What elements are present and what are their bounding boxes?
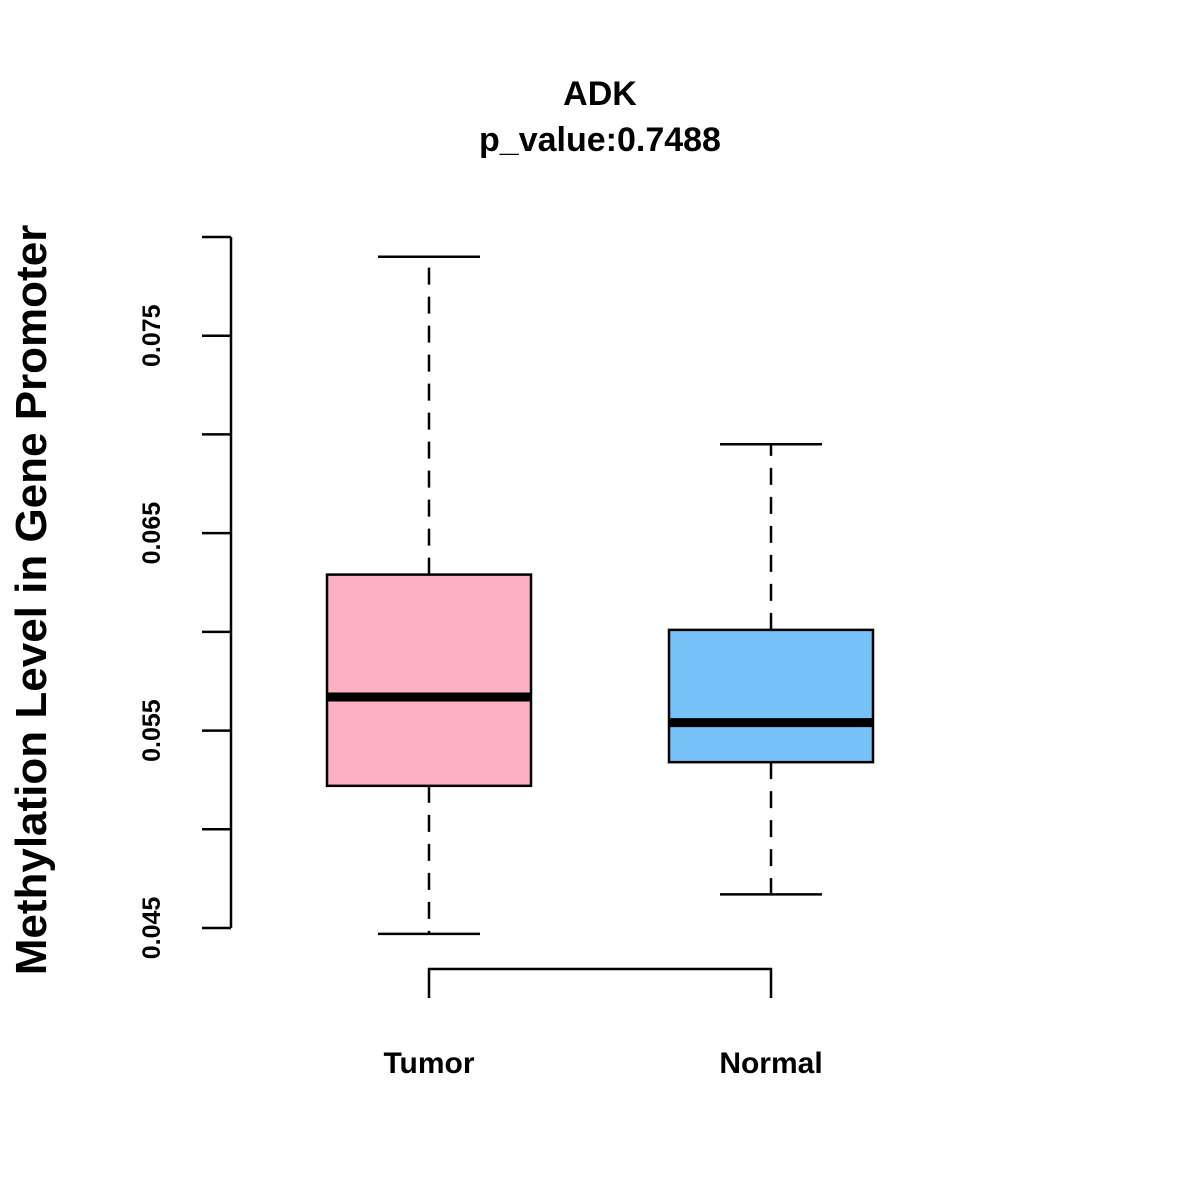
x-tick-label-tumor: Tumor — [383, 1047, 474, 1080]
box-tumor — [325, 255, 533, 936]
box-normal — [667, 443, 875, 896]
bracket-line — [427, 967, 773, 998]
y-tick-label: 0.055 — [138, 699, 166, 762]
x-axis-labels: Tumor Normal — [383, 1047, 822, 1080]
chart-title: ADK — [563, 75, 637, 113]
iqr-box — [667, 628, 875, 764]
y-tick-label: 0.075 — [138, 304, 166, 367]
y-tick-label: 0.065 — [138, 502, 166, 565]
boxes-layer — [325, 255, 875, 936]
iqr-box — [325, 573, 533, 788]
comparison-bracket — [427, 967, 773, 998]
chart-subtitle: p_value:0.7488 — [479, 121, 721, 159]
y-axis-label: Methylation Level in Gene Promoter — [7, 225, 56, 976]
y-axis: 0.045 0.055 0.065 0.075 — [138, 235, 233, 960]
x-tick-label-normal: Normal — [719, 1047, 822, 1080]
y-tick-label: 0.045 — [138, 897, 166, 960]
